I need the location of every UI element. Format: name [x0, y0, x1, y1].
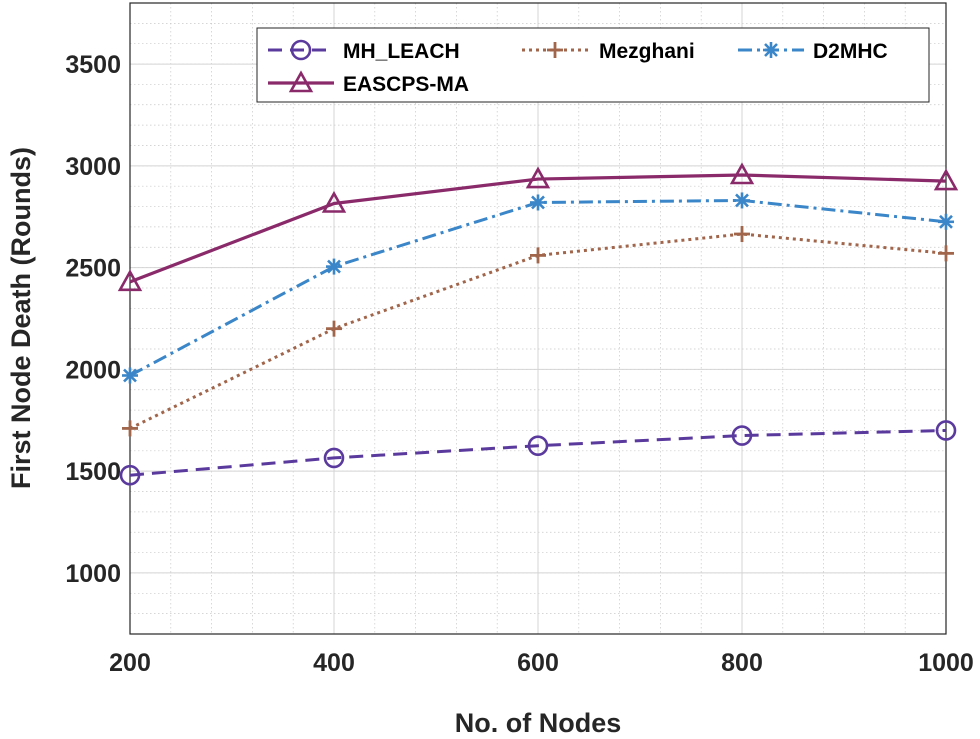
legend-box: [256, 27, 930, 103]
x-tick-label-200: 200: [109, 649, 151, 677]
series-line-eascps-ma: [129, 173, 947, 284]
y-tick-label-1500: 1500: [65, 458, 121, 486]
legend-marker-eascps-ma: [288, 70, 314, 93]
y-tick-label-3000: 3000: [65, 153, 121, 181]
y-tick-label-2500: 2500: [65, 255, 121, 283]
point-d2mhc-600: [530, 194, 546, 211]
legend-marker-mezghani: [547, 42, 563, 58]
point-mezghani-800: [734, 226, 750, 243]
point-eascps-ma-600: [525, 166, 551, 189]
point-mh_leach-200: [119, 464, 141, 486]
point-mezghani-200: [122, 420, 138, 437]
tick-labels: 200 400 600 800 1000 1000 1500 2000 2500 3000 3500: [65, 51, 973, 677]
point-mh_leach-800: [731, 425, 753, 446]
legend-label-d2mhc: D2MHC: [813, 40, 888, 63]
x-tick-label-800: 800: [721, 649, 763, 677]
point-eascps-ma-200: [117, 269, 143, 292]
point-mezghani-600: [530, 247, 546, 264]
legend-label-eascps-ma: EASCPS-MA: [343, 73, 469, 96]
x-tick-label-400: 400: [313, 649, 355, 677]
point-eascps-ma-800: [729, 162, 755, 185]
point-d2mhc-200: [122, 367, 138, 384]
legend-label-mezghani: Mezghani: [599, 40, 695, 63]
point-d2mhc-1000: [938, 213, 954, 230]
point-mh_leach-600: [527, 435, 549, 457]
legend: MH_LEACH Mezghani D2MHC EASCPS-MA: [256, 27, 930, 103]
point-mezghani-400: [326, 320, 342, 337]
legend-label-mh_leach: MH_LEACH: [343, 40, 460, 63]
legend-marker-mh_leach: [290, 39, 312, 61]
y-axis-title: First Node Death (Rounds): [6, 147, 36, 489]
plot-frame: [129, 2, 947, 635]
point-mh_leach-1000: [935, 420, 957, 441]
series-line-mh_leach: [129, 428, 947, 477]
x-tick-label-1000: 1000: [918, 649, 974, 677]
point-d2mhc-400: [326, 258, 342, 275]
legend-marker-d2mhc: [763, 42, 779, 58]
point-d2mhc-800: [734, 192, 750, 209]
y-tick-label-1000: 1000: [65, 560, 121, 588]
y-tick-label-3500: 3500: [65, 51, 121, 79]
series-layer: [117, 162, 959, 486]
point-eascps-ma-1000: [933, 168, 959, 191]
point-mh_leach-400: [323, 447, 345, 469]
point-eascps-ma-400: [321, 190, 347, 213]
y-tick-label-2000: 2000: [65, 356, 121, 384]
x-tick-label-600: 600: [517, 649, 559, 677]
point-mezghani-1000: [938, 245, 954, 262]
x-axis-title: No. of Nodes: [455, 708, 622, 738]
